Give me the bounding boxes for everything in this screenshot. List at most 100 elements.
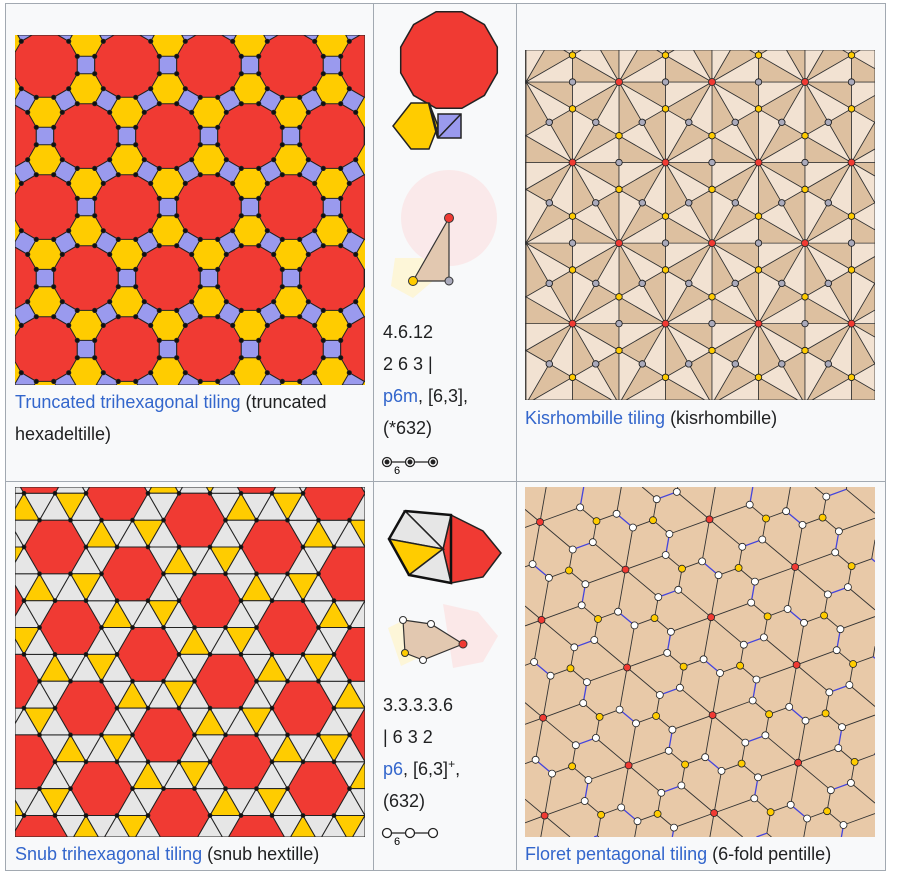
vertex-dot (238, 544, 244, 550)
vertex-dot (176, 705, 182, 711)
vertex-dot (708, 185, 716, 193)
vertex-dot (583, 678, 591, 687)
vertex-dot (256, 195, 262, 201)
vertex-dot (850, 757, 859, 766)
vertex-dot (92, 243, 98, 249)
floret-pentagonal-tiling-image[interactable] (525, 487, 875, 837)
truncated-trihexagonal-tiling-image[interactable] (15, 35, 365, 385)
orbifold-notation: (632) (383, 791, 426, 811)
vertex-dot (838, 723, 846, 732)
kisrhombille-face-diagram[interactable] (383, 168, 508, 303)
vertex-dot (230, 322, 236, 328)
edge (532, 521, 541, 565)
edge (678, 589, 712, 618)
vertex-dot (847, 319, 856, 328)
square (363, 126, 365, 146)
vertex-dot (630, 621, 639, 630)
vertex-dot (100, 370, 106, 376)
vertex-dot (25, 109, 31, 115)
vertex-dot (156, 355, 162, 361)
snub-trihexagonal-tiling-image[interactable] (15, 487, 365, 837)
vertex-dot (256, 355, 262, 361)
truncated-trihexagonal-tiling-link[interactable]: Truncated trihexagonal tiling (15, 392, 241, 412)
vertex-dot (238, 71, 244, 77)
vertex-dot (316, 732, 321, 738)
vertex-dot (297, 94, 303, 100)
triangle (209, 487, 242, 494)
edge (539, 506, 581, 523)
vertex-dot (21, 598, 27, 604)
edge (594, 639, 628, 668)
edge (713, 812, 743, 837)
vertex-dot (197, 236, 203, 242)
vertex-dot (189, 109, 195, 115)
vertex-dot (346, 228, 352, 234)
square (158, 339, 178, 359)
kisrhombille-tiling-link[interactable]: Kisrhombille tiling (525, 408, 666, 428)
vertex-dot (801, 78, 809, 86)
vertex-dot (649, 516, 657, 525)
vertex-dot (803, 814, 812, 823)
edge (850, 782, 875, 804)
kisrhombille-tiling-image[interactable] (525, 50, 875, 400)
vertex-dot (130, 625, 135, 630)
hexagon (15, 584, 25, 618)
symmetry-link-p6m[interactable]: p6m (383, 386, 419, 406)
vertex-dot (754, 78, 763, 86)
vertex-dot (256, 307, 262, 313)
vertex-dot (148, 370, 154, 376)
vertex-dot (230, 86, 236, 92)
coxeter-diagram-open[interactable]: 6 (381, 823, 441, 847)
edge (756, 664, 797, 680)
vertex-dot (215, 142, 221, 148)
vertex-dot (21, 651, 27, 657)
floret-pentagonal-face-diagram[interactable] (383, 598, 508, 673)
vertex-dot (545, 360, 553, 368)
vertex-dot (576, 503, 584, 512)
coxeter-diagram-filled[interactable]: 6 (381, 452, 441, 476)
vertex-dot (765, 710, 774, 719)
vertex-dot (708, 158, 716, 167)
vertex-dot (347, 732, 352, 738)
vertex-dot (297, 236, 303, 242)
vertex-dot (839, 821, 848, 829)
vertex-dot (256, 101, 262, 107)
vertex-dot (579, 699, 588, 708)
edge (542, 702, 584, 719)
snub-trihexagonal-vertex-diagram[interactable] (383, 505, 508, 585)
vertex-dot (444, 276, 454, 286)
edge (790, 762, 799, 805)
truncated-trihexagonal-vertex-diagram[interactable] (383, 8, 508, 158)
edge (525, 702, 544, 719)
vertex-dot (18, 228, 24, 234)
vertex-dot (568, 762, 576, 771)
vertex-dot (568, 78, 577, 86)
edge (542, 675, 551, 718)
vertex-dot (847, 266, 856, 274)
vertex-dot (107, 157, 113, 163)
vertex-dot (615, 132, 623, 140)
vertex-dot (74, 243, 80, 249)
vertex-dot (100, 322, 106, 328)
vertex-dot (269, 490, 275, 496)
vertex-dot (305, 109, 311, 115)
floret-pentagonal-tiling-link[interactable]: Floret pentagonal tiling (525, 844, 708, 864)
vertex-dot (592, 733, 600, 742)
vertex-dot (74, 355, 80, 361)
vertex-dot (161, 625, 166, 630)
vertex-dot (316, 517, 321, 523)
vertex-dot (279, 284, 285, 290)
symmetry-link-p6[interactable]: p6 (383, 759, 404, 779)
vertex-dot (279, 124, 285, 130)
snub-trihexagonal-tiling-link[interactable]: Snub trihexagonal tiling (15, 844, 203, 864)
vertex-dot (133, 266, 139, 272)
vertex-dot (300, 813, 306, 818)
vertex-dot (189, 299, 195, 305)
vertex-dot (629, 523, 637, 532)
vertex-dot (823, 590, 832, 599)
vertex-dot (256, 165, 262, 171)
vertex-dot (215, 378, 221, 384)
vertex-dot (537, 615, 546, 624)
vertex-dot (59, 299, 65, 305)
vertex-dot (37, 517, 42, 523)
